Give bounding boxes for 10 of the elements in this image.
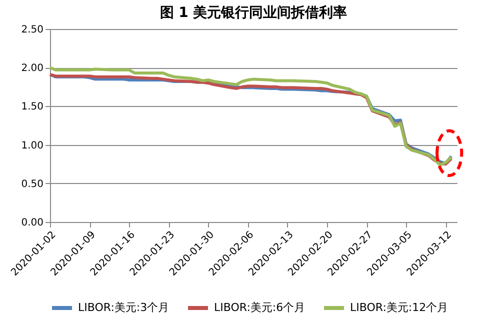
y-tick-label: 1.00 <box>21 140 44 152</box>
legend-label: LIBOR:美元:12个月 <box>350 301 448 314</box>
y-tick-label: 2.00 <box>21 63 44 74</box>
y-tick-label: 1.50 <box>21 102 44 113</box>
y-tick-label: 0.00 <box>21 218 44 228</box>
chart-title: 图 1 美元银行同业间拆借利率 <box>160 4 348 21</box>
y-tick-label: 0.50 <box>21 178 44 190</box>
y-tick-label: 2.50 <box>21 24 44 36</box>
legend-label: LIBOR:美元:6个月 <box>214 301 306 314</box>
legend-label: LIBOR:美元:3个月 <box>78 301 170 314</box>
